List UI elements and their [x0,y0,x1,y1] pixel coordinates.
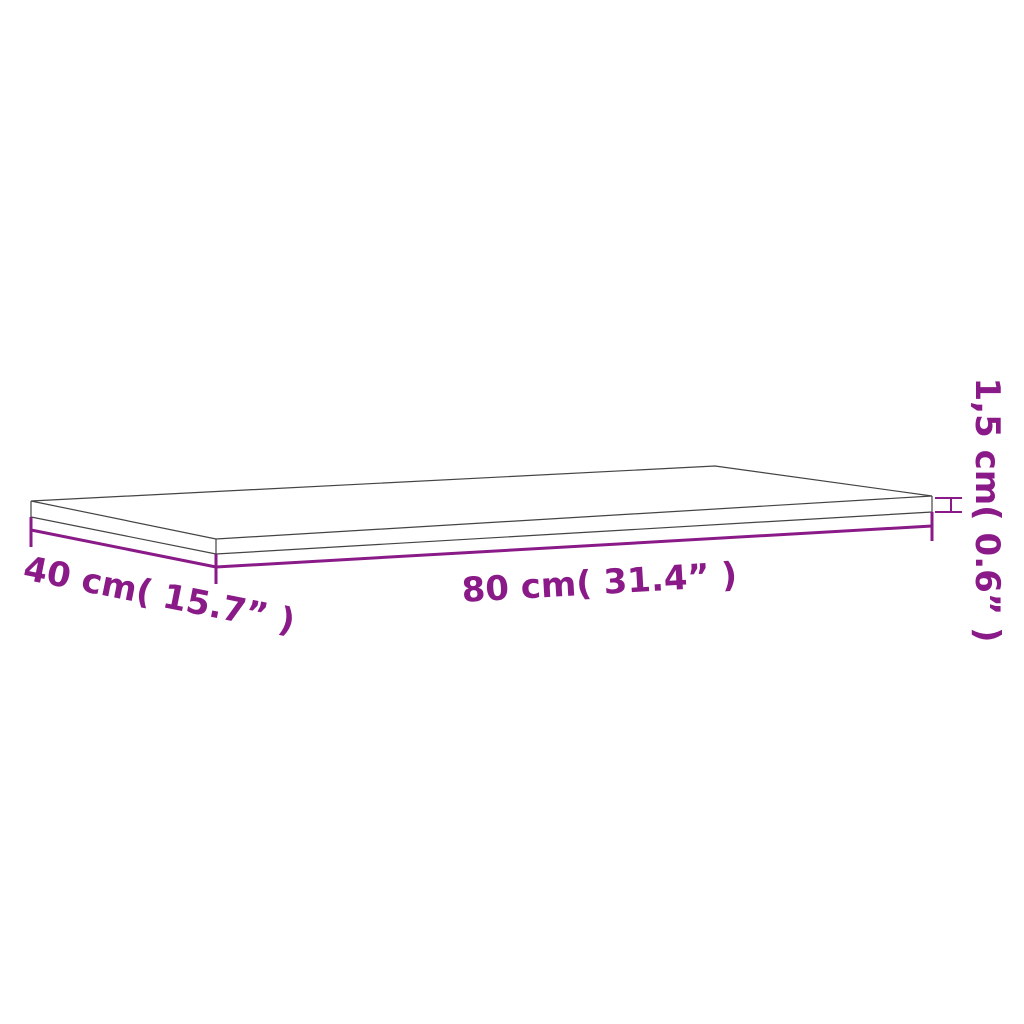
shelf-board [30,465,933,555]
depth-label: 40 cm( 15.7” ) [20,549,298,642]
width-label: 80 cm( 31.4” ) [461,555,739,611]
thickness-label: 1,5 cm( 0.6” ) [967,378,1007,643]
width-dimension-line [215,524,933,569]
thickness-bracket [935,497,962,513]
depth-dimension-line [30,528,217,569]
dimension-lines [29,497,962,584]
board-top-face [30,465,933,540]
